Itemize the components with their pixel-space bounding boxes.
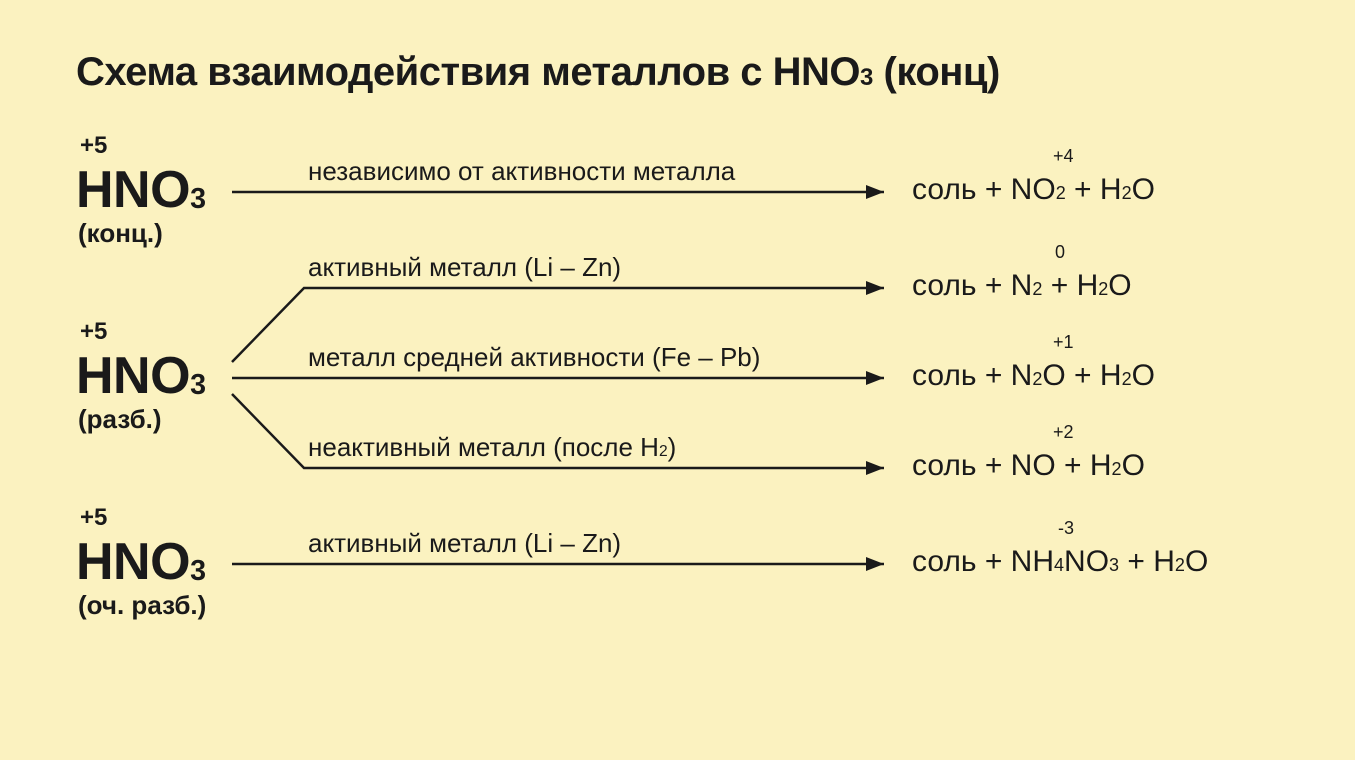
arrowhead-icon xyxy=(866,185,884,199)
arrowhead-icon xyxy=(866,461,884,475)
diagram-canvas: Схема взаимодействия металлов с HNO3 (ко… xyxy=(0,0,1355,760)
product-oxidation-state: 0 xyxy=(1055,242,1065,263)
product-oxidation-state: +1 xyxy=(1053,332,1074,353)
reaction-products: соль + NO + H2O xyxy=(912,449,1145,483)
arrow-condition-label: независимо от активности металла xyxy=(308,156,735,187)
arrowhead-icon xyxy=(866,557,884,571)
arrowhead-icon xyxy=(866,281,884,295)
arrow-condition-label: активный металл (Li – Zn) xyxy=(308,528,621,559)
arrow-condition-label: металл средней активности (Fe – Pb) xyxy=(308,342,760,373)
reaction-products: соль + N2O + H2O xyxy=(912,359,1155,393)
arrowhead-icon xyxy=(866,371,884,385)
reaction-products: соль + NO2 + H2O xyxy=(912,173,1155,207)
product-oxidation-state: -3 xyxy=(1058,518,1074,539)
reaction-products: соль + NH4NO3 + H2O xyxy=(912,545,1208,579)
arrow-condition-label: неактивный металл (после H2) xyxy=(308,432,676,463)
product-oxidation-state: +4 xyxy=(1053,146,1074,167)
product-oxidation-state: +2 xyxy=(1053,422,1074,443)
reaction-products: соль + N2 + H2O xyxy=(912,269,1132,303)
arrow-condition-label: активный металл (Li – Zn) xyxy=(308,252,621,283)
